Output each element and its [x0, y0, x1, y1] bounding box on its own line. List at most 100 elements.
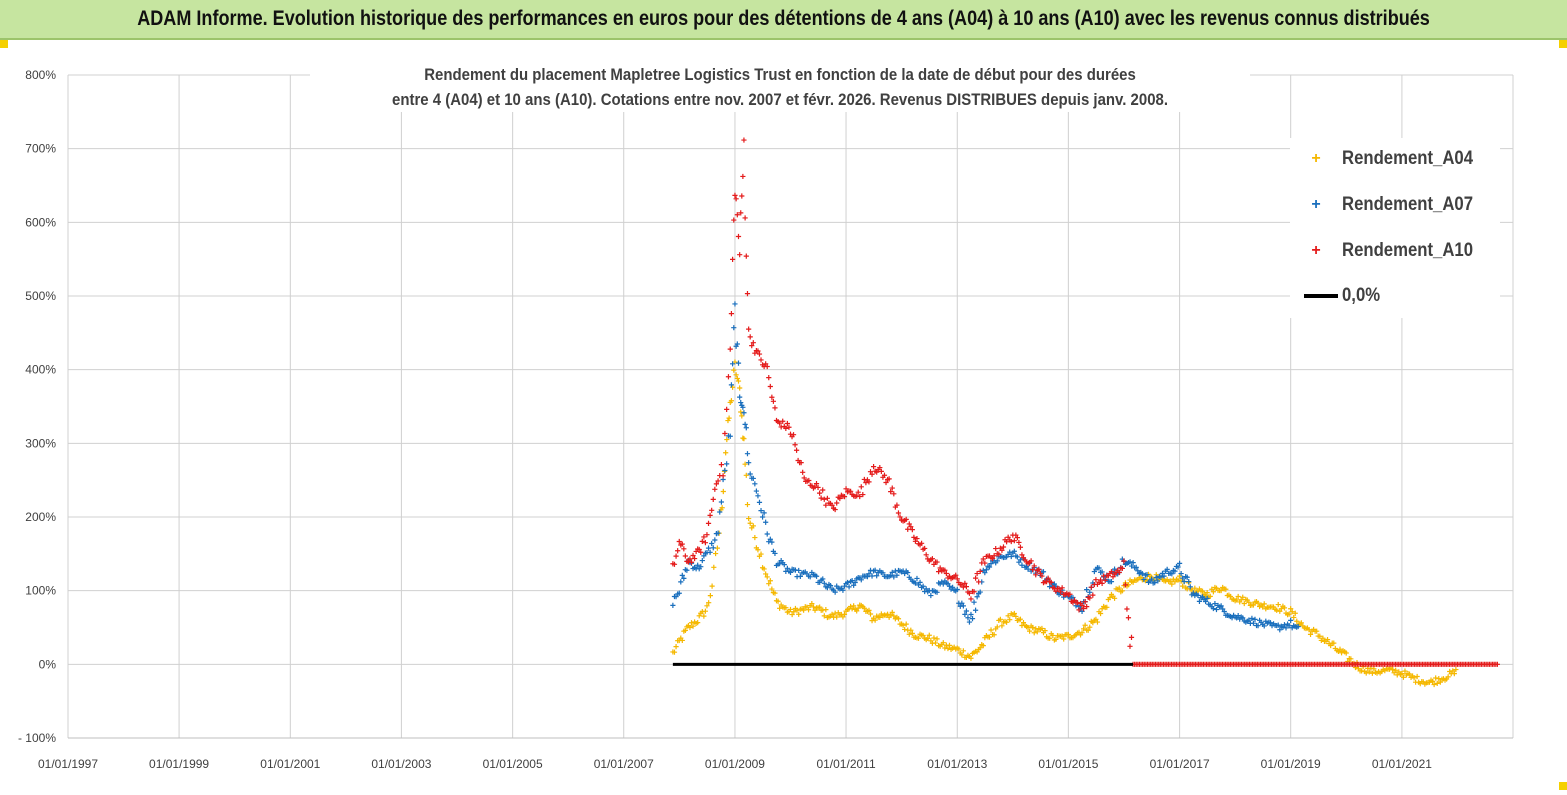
- series-rendement-a10-point: [741, 137, 747, 143]
- series-rendement-a10-point: [982, 560, 988, 566]
- series-rendement-a04-point: [999, 623, 1005, 629]
- series-rendement-a07-point: [676, 590, 682, 596]
- series-rendement-a04-point: [1061, 636, 1067, 642]
- series-rendement-a07-point: [767, 536, 773, 542]
- series-rendement-a07-point: [734, 341, 740, 347]
- series-rendement-a04-point: [1116, 585, 1122, 591]
- series-rendement-a04-point: [673, 644, 679, 650]
- series-rendement-a07-point: [1159, 570, 1166, 576]
- series-rendement-a07-point: [673, 594, 679, 600]
- series-rendement-a04-point: [761, 566, 767, 572]
- series-rendement-a07-point: [670, 602, 676, 609]
- series-rendement-a04-point: [900, 622, 906, 628]
- series-rendement-a04-point: [688, 620, 695, 626]
- series-rendement-a07-point: [982, 570, 988, 576]
- series-rendement-a07-point: [988, 561, 994, 567]
- series-rendement-a04-point: [1007, 617, 1013, 623]
- y-tick-label: 400%: [25, 363, 56, 377]
- series-rendement-a04-point: [1004, 619, 1010, 625]
- series-rendement-a10-point: [971, 589, 977, 595]
- series-rendement-a04-point: [1011, 610, 1017, 617]
- series-rendement-a10-point: [878, 468, 884, 474]
- series-rendement-a10-point: [682, 553, 688, 559]
- series-rendement-a07-point: [1235, 612, 1241, 619]
- series-rendement-a04-point: [1331, 640, 1337, 646]
- series-rendement-a10-point: [732, 192, 738, 198]
- series-rendement-a07-point: [1139, 571, 1145, 577]
- series-rendement-a10-point: [710, 496, 716, 502]
- series-rendement-a07-point: [1210, 605, 1216, 612]
- series-rendement-a04-point: [1343, 650, 1349, 656]
- series-rendement-a07-point: [752, 481, 758, 487]
- series-rendement-a04-point: [1240, 594, 1246, 600]
- series-rendement-a07-point: [849, 578, 855, 584]
- series-rendement-a04-point: [791, 609, 797, 615]
- series-rendement-a07-point: [759, 514, 766, 520]
- series-rendement-a04-point: [767, 578, 773, 584]
- series-rendement-a10-point: [1090, 592, 1096, 598]
- series-rendement-a10-point: [744, 291, 751, 297]
- series-rendement-a10-point: [1036, 566, 1042, 573]
- series-rendement-a04-point: [997, 616, 1003, 622]
- series-rendement-a10-point: [786, 424, 792, 430]
- series-rendement-a04-point: [932, 640, 939, 646]
- legend-line-zero: [1304, 294, 1338, 298]
- series-rendement-a07-point: [864, 574, 871, 580]
- series-rendement-a07-point: [983, 567, 989, 573]
- series-rendement-a07-point: [832, 589, 838, 595]
- series-rendement-a04-point: [777, 605, 783, 611]
- series-rendement-a04-point: [1450, 668, 1456, 674]
- series-rendement-a04-point: [744, 501, 751, 508]
- x-tick-label: 01/01/2009: [705, 757, 765, 771]
- series-rendement-a10-point: [906, 521, 912, 527]
- series-rendement-a07-point: [1277, 627, 1283, 633]
- series-rendement-a04-point: [1445, 674, 1451, 680]
- x-tick-label: 01/01/2001: [260, 757, 320, 771]
- series-rendement-a10-point: [1494, 661, 1500, 667]
- series-rendement-a04-point: [867, 611, 874, 617]
- series-rendement-a07-point: [740, 404, 746, 410]
- series-rendement-a04-point: [763, 571, 769, 577]
- series-rendement-a07-point: [1011, 548, 1017, 554]
- series-rendement-a10-point: [769, 394, 775, 400]
- series-rendement-a04-point: [796, 611, 802, 617]
- series-rendement-a04-point: [1192, 585, 1198, 591]
- series-rendement-a10-point: [989, 555, 996, 562]
- series-rendement-a07-point: [797, 573, 803, 579]
- legend-marker-a07: +: [1311, 196, 1321, 213]
- series-rendement-a04-point: [679, 637, 685, 644]
- x-tick-label: 01/01/2021: [1372, 757, 1432, 771]
- series-rendement-a10-point: [894, 502, 900, 508]
- series-rendement-a10-point: [783, 425, 789, 431]
- series-rendement-a07-point: [1047, 584, 1053, 590]
- series-rendement-a04-point: [1053, 636, 1059, 643]
- series-rendement-a04-point: [1017, 616, 1024, 622]
- series-rendement-a07-point: [1275, 622, 1281, 628]
- series-rendement-a07-point: [920, 583, 926, 589]
- series-rendement-a10-point: [806, 477, 812, 484]
- series-rendement-a04-point: [1204, 590, 1210, 596]
- series-rendement-a04-point: [877, 614, 883, 620]
- series-rendement-a04-point: [931, 635, 937, 641]
- series-rendement-a07-point: [727, 433, 733, 439]
- series-rendement-a04-point: [783, 605, 789, 611]
- series-rendement-a04-point: [747, 520, 753, 526]
- legend-label-zero: 0,0%: [1342, 285, 1381, 306]
- series-rendement-a04-point: [980, 643, 986, 649]
- series-rendement-a04-point: [738, 409, 744, 415]
- series-rendement-a07-point: [858, 577, 864, 583]
- series-rendement-a04-point: [945, 645, 951, 652]
- series-rendement-a04-point: [823, 607, 829, 613]
- series-rendement-a07-point: [681, 575, 687, 582]
- series-rendement-a07-point: [1255, 623, 1261, 629]
- series-rendement-a10-point: [886, 476, 892, 482]
- series-rendement-a10-point: [1088, 584, 1094, 590]
- series-rendement-a10-point: [936, 569, 942, 575]
- series-rendement-a07-point: [824, 585, 831, 591]
- legend-label-a04: Rendement_A04: [1342, 148, 1474, 169]
- series-rendement-a07-point: [917, 579, 923, 586]
- series-rendement-a10-point: [918, 540, 925, 546]
- series-rendement-a04-point: [1294, 618, 1300, 624]
- series-rendement-a07-point: [1218, 603, 1224, 609]
- series-rendement-a10-point: [735, 233, 742, 240]
